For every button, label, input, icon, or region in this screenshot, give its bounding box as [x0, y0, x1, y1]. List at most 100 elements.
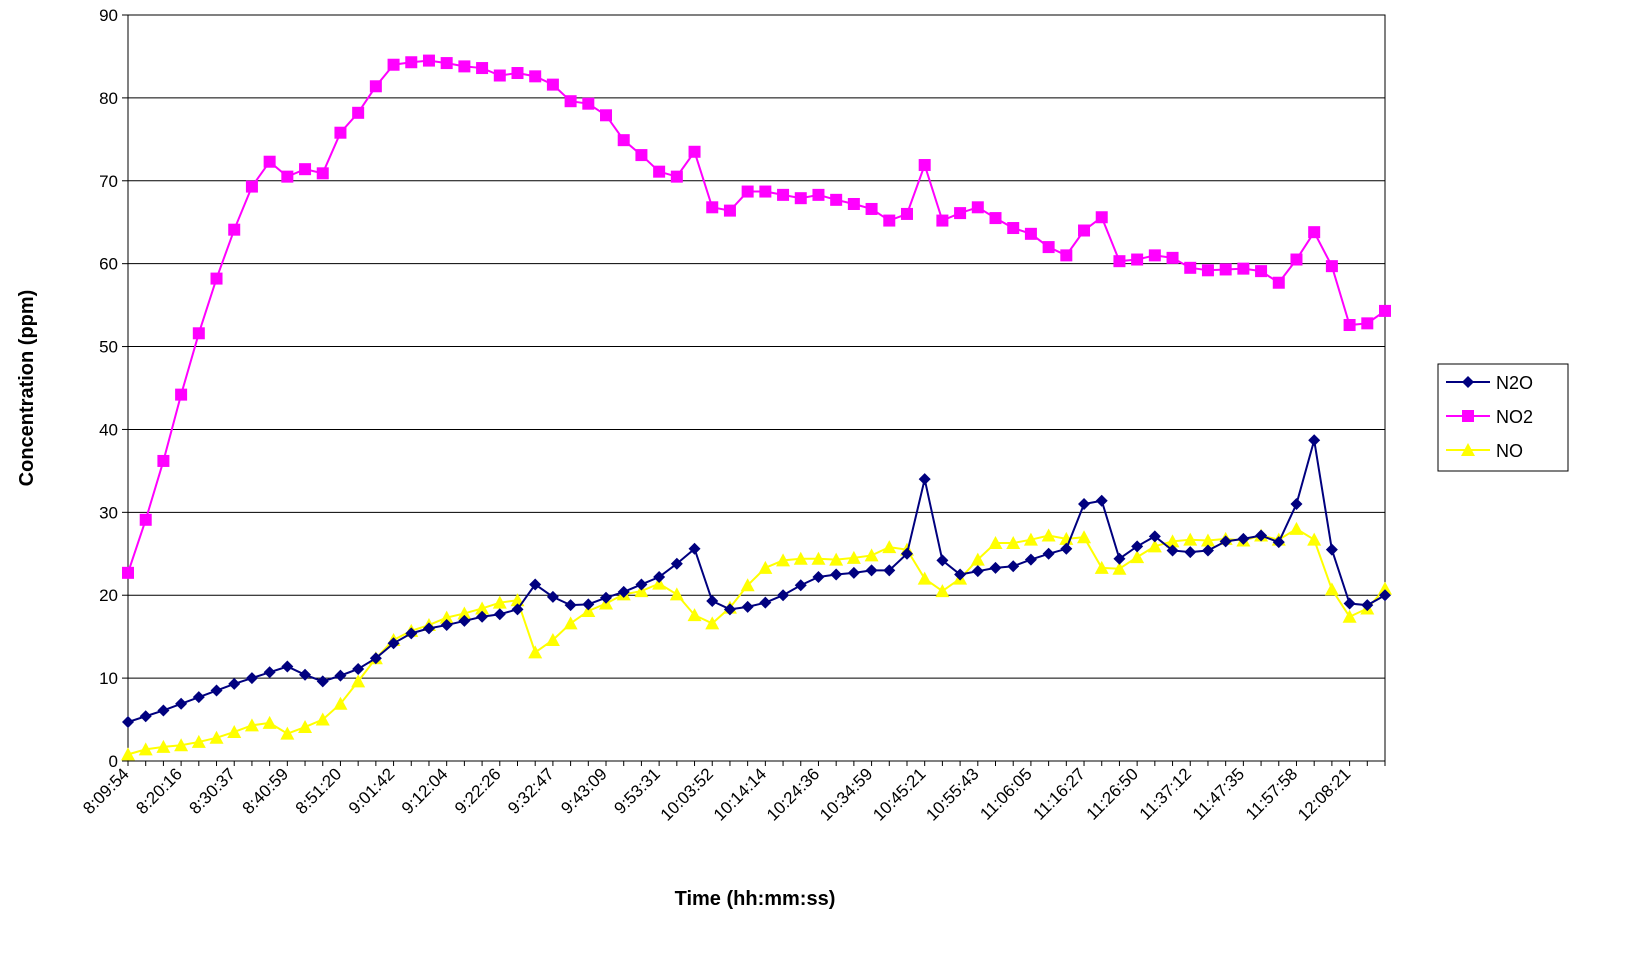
- y-tick-label: 40: [99, 420, 118, 439]
- legend: N2O NO2 NO: [1437, 363, 1569, 472]
- y-tick-label: 80: [99, 89, 118, 108]
- n2o-point: [192, 691, 205, 704]
- y-tick-label: 30: [99, 503, 118, 522]
- y-tick-label: 20: [99, 586, 118, 605]
- no-point: [1041, 528, 1056, 542]
- y-tick-label: 10: [99, 669, 118, 688]
- n2o-point: [334, 669, 347, 682]
- no2-point: [883, 214, 896, 227]
- legend-marker: [1462, 376, 1474, 388]
- no-point: [758, 560, 773, 574]
- n2o-point: [122, 716, 134, 729]
- no2-point: [1361, 317, 1374, 330]
- no-point: [1342, 609, 1357, 623]
- x-tick-label: 8:30:37: [186, 764, 240, 818]
- no-point: [315, 712, 330, 726]
- x-tick-label: 10:03:52: [657, 764, 717, 824]
- no-point: [687, 608, 702, 622]
- no2-point: [600, 109, 613, 122]
- n2o-point: [564, 599, 577, 612]
- x-tick-label: 8:51:20: [292, 764, 346, 818]
- no2-point: [706, 201, 719, 214]
- n2o-point: [511, 603, 524, 616]
- no2-point: [1308, 226, 1321, 239]
- no2-point: [918, 159, 931, 172]
- no2-point: [847, 197, 860, 210]
- x-tick-label: 9:12:04: [398, 764, 452, 818]
- no2-point: [812, 188, 825, 201]
- n2o-point: [1255, 529, 1268, 542]
- n2o-point: [1042, 547, 1055, 560]
- no2-point: [210, 272, 223, 285]
- n2o-point: [1343, 597, 1356, 610]
- no2-point: [989, 212, 1002, 225]
- n2o-point: [883, 564, 896, 577]
- n2o-point: [1237, 532, 1250, 545]
- n2o-point: [139, 710, 152, 723]
- no-point: [1183, 532, 1198, 546]
- n2o-point: [529, 578, 542, 591]
- x-tick-label: 9:01:42: [345, 764, 399, 818]
- n2o-point: [405, 627, 418, 640]
- n2o-point: [476, 610, 489, 623]
- n2o-point: [1325, 543, 1338, 556]
- n2o-point: [281, 660, 294, 673]
- no2-point: [936, 214, 949, 227]
- no2-point: [794, 192, 807, 205]
- no-point: [1165, 534, 1180, 548]
- n2o-point: [299, 668, 312, 681]
- n2o-point: [741, 600, 754, 613]
- legend-marker: [1461, 443, 1475, 456]
- no-point: [1147, 539, 1162, 553]
- x-tick-label: 11:26:50: [1083, 764, 1142, 823]
- y-tick-label: 60: [99, 255, 118, 274]
- no-point: [1289, 521, 1304, 535]
- no2-point: [299, 163, 312, 176]
- no2-point: [476, 62, 489, 75]
- y-tick-label: 90: [99, 6, 118, 25]
- no2-point: [617, 134, 630, 147]
- no2-point: [865, 202, 878, 215]
- no-point: [244, 718, 259, 732]
- n2o-point: [971, 565, 984, 578]
- n2o-point: [900, 547, 913, 560]
- n2o-point: [1272, 536, 1285, 549]
- y-tick-label: 70: [99, 172, 118, 191]
- n2o-point: [175, 697, 188, 710]
- n2o-point: [458, 614, 471, 627]
- n2o-point: [989, 561, 1002, 574]
- no-point: [209, 730, 224, 744]
- n2o-point: [1078, 498, 1091, 511]
- n2o-point: [1201, 544, 1214, 557]
- no-point: [811, 551, 826, 565]
- n2o-point: [1007, 560, 1020, 573]
- no-point: [882, 540, 897, 554]
- n2o-point: [245, 672, 258, 685]
- no-point: [988, 536, 1003, 550]
- legend-label: NO2: [1496, 407, 1533, 427]
- no2-point: [1237, 262, 1250, 275]
- n2o-point: [759, 596, 772, 609]
- no2-point: [723, 204, 736, 217]
- no2-point: [122, 566, 134, 579]
- no-point: [1094, 560, 1109, 574]
- no2-point: [440, 57, 453, 70]
- n2o-point: [794, 579, 807, 592]
- legend-item-no: NO: [1446, 441, 1523, 461]
- n2o-point: [1095, 494, 1108, 507]
- x-tick-label: 8:40:59: [239, 764, 293, 818]
- x-tick-label: 11:06:05: [976, 764, 1035, 823]
- x-tick-label: 10:45:21: [869, 764, 929, 824]
- no2-point: [777, 188, 790, 201]
- no-point: [846, 550, 861, 564]
- no2-point: [1095, 211, 1108, 224]
- no-point: [864, 548, 879, 562]
- no-point: [280, 726, 295, 740]
- no2-point: [281, 170, 294, 183]
- no2-point: [1078, 224, 1091, 237]
- no2-point: [1166, 251, 1179, 264]
- n2o-point: [316, 675, 329, 688]
- no-point: [439, 610, 454, 624]
- n2o-point: [369, 652, 382, 665]
- no2-point: [405, 56, 418, 69]
